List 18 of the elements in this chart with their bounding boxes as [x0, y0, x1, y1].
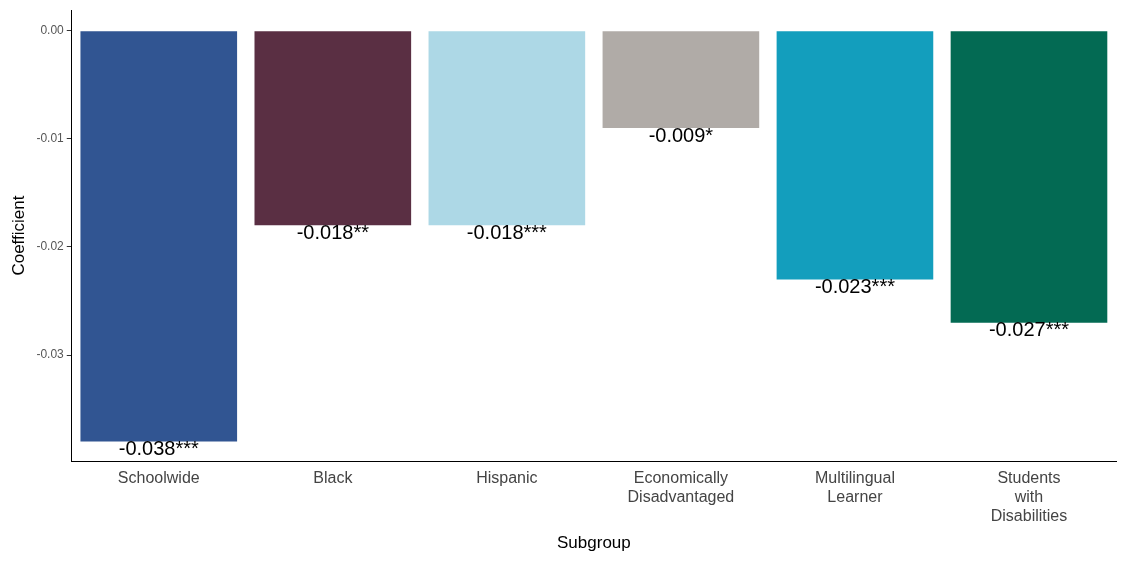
data-label: -0.018***: [466, 220, 548, 243]
x-axis-title: Subgroup: [557, 533, 631, 553]
x-tick-label: Black: [313, 469, 354, 487]
y-tick-label: -0.03: [36, 347, 65, 362]
y-tick-label: -0.02: [36, 239, 65, 254]
data-label: -0.027***: [988, 318, 1070, 341]
x-tick-label: Economically Disadvantaged: [627, 469, 735, 506]
y-tick-label: -0.01: [36, 131, 65, 146]
data-label: -0.009*: [648, 123, 714, 146]
x-tick-label: Multilingual Learner: [814, 469, 895, 506]
data-label: -0.038***: [118, 437, 200, 460]
y-axis-title: Coefficient: [8, 195, 28, 276]
y-tick-label: 0.00: [40, 23, 65, 38]
x-tick-label: Schoolwide: [117, 469, 200, 487]
x-tick-label: Hispanic: [476, 469, 538, 487]
x-tick-label: Students with Disabilities: [990, 469, 1068, 525]
data-label: -0.023***: [814, 274, 896, 297]
data-label: -0.018**: [296, 220, 370, 243]
